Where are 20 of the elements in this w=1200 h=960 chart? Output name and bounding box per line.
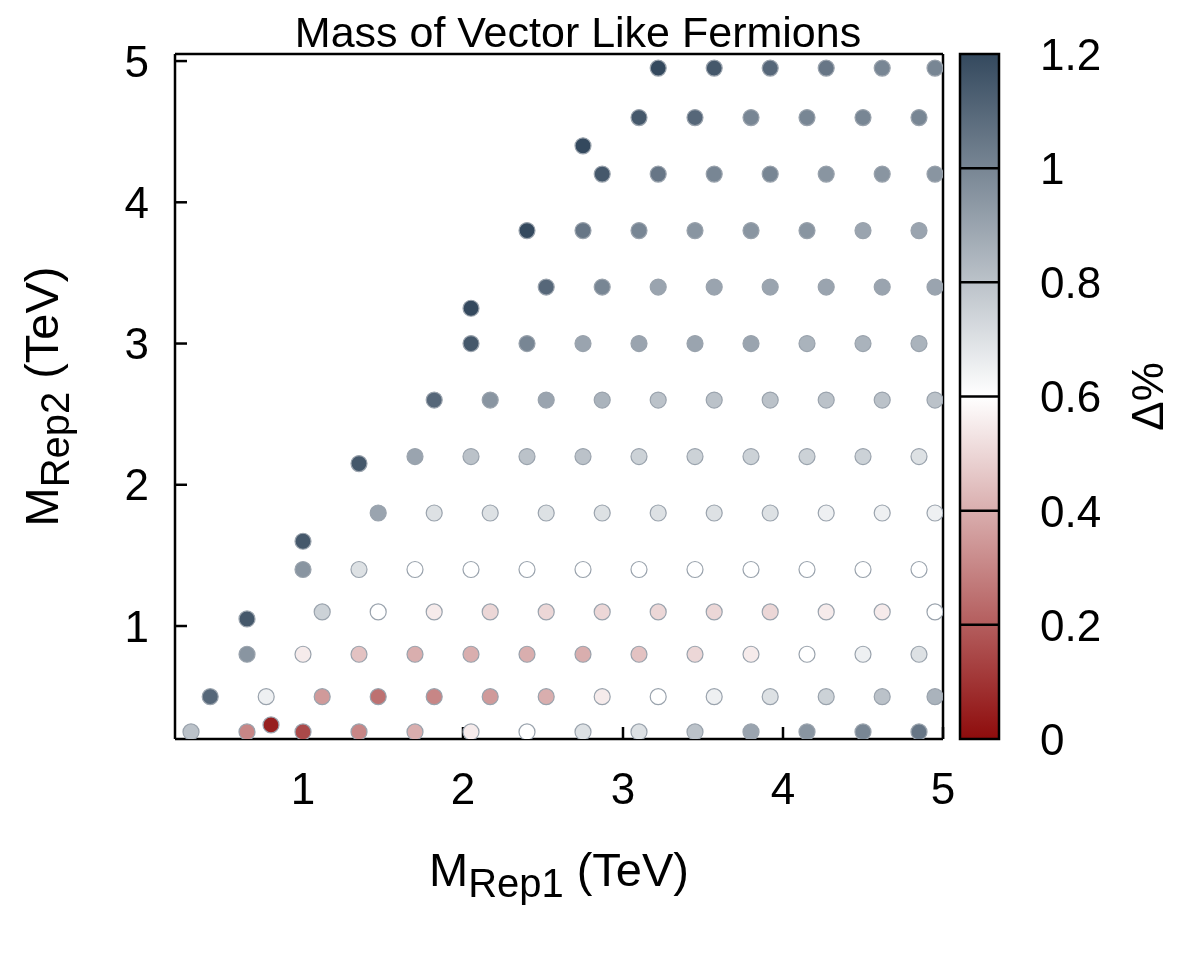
x-axis-title: M$_{Rep1}$ (TeV): [429, 843, 689, 905]
color-bar-label: 0.4: [1040, 486, 1102, 536]
color-bar-label: 0.2: [1040, 600, 1102, 650]
color-bar-label: 0.8: [1040, 258, 1102, 308]
x-tick-label: 5: [930, 764, 956, 814]
x-tick-label: 3: [610, 764, 636, 814]
color-bar-title: Δ%: [1123, 362, 1172, 431]
color-bar-label: 1.2: [1040, 29, 1102, 79]
x-tick-label: 4: [770, 764, 796, 814]
x-tick-label: 2: [450, 764, 476, 814]
y-tick-label: 3: [124, 319, 149, 369]
y-tick-label: 4: [124, 177, 149, 227]
chart-title: Mass of Vector Like Fermions: [294, 8, 862, 56]
color-bar-label: 0: [1040, 714, 1065, 764]
y-tick-label: 1: [124, 601, 149, 651]
x-tick-label: 1: [290, 764, 316, 814]
y-tick-label: 2: [124, 460, 149, 510]
color-bar-label: 0.6: [1040, 372, 1102, 422]
y-tick-label: 5: [124, 36, 149, 86]
color-bar-label: 1: [1040, 144, 1065, 194]
